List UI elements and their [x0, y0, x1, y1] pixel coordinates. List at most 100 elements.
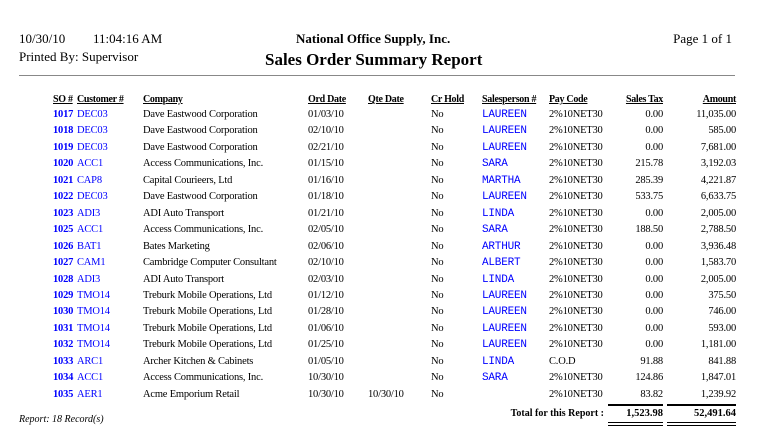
cell-cr-hold: No: [431, 191, 444, 203]
cell-salesperson[interactable]: SARA: [482, 158, 508, 171]
cell-amount: 1,181.00: [700, 339, 736, 351]
cell-salesperson[interactable]: LINDA: [482, 207, 515, 220]
cell-ord-date: 02/06/10: [308, 240, 344, 252]
cell-customer-id[interactable]: CAP8: [77, 174, 102, 186]
cell-salesperson[interactable]: ARTHUR: [482, 240, 521, 253]
cell-company: Dave Eastwood Corporation: [143, 191, 258, 203]
cell-customer-id[interactable]: ACC1: [77, 158, 104, 170]
cell-sales-tax: 215.78: [635, 158, 663, 170]
cell-ord-date: 01/03/10: [308, 109, 344, 120]
cell-salesperson[interactable]: LINDA: [482, 355, 515, 368]
cell-customer-id[interactable]: TMO14: [77, 289, 110, 301]
cell-salesperson[interactable]: LAUREEN: [482, 141, 527, 154]
cell-salesperson[interactable]: LAUREEN: [482, 191, 527, 204]
cell-company: Acme Emporium Retail: [143, 388, 240, 400]
cell-company: Treburk Mobile Operations, Ltd: [143, 322, 272, 334]
printed-by: Printed By: Supervisor: [19, 49, 139, 64]
cell-customer-id[interactable]: DEC03: [77, 125, 108, 137]
cell-so-number[interactable]: 1029: [53, 289, 74, 301]
col-salesperson: Salesperson #: [482, 94, 537, 105]
cell-so-number[interactable]: 1026: [53, 240, 74, 252]
cell-ord-date: 01/25/10: [308, 339, 344, 351]
cell-company: Treburk Mobile Operations, Ltd: [143, 289, 272, 301]
cell-amount: 2,005.00: [700, 207, 736, 219]
cell-so-number[interactable]: 1033: [53, 355, 74, 367]
cell-sales-tax: 0.00: [645, 339, 663, 351]
cell-company: Archer Kitchen & Cabinets: [143, 355, 254, 367]
cell-sales-tax: 0.00: [645, 257, 663, 269]
cell-pay-code: 2%10NET30: [549, 273, 603, 285]
cell-amount: 746.00: [708, 306, 736, 318]
cell-salesperson[interactable]: LAUREEN: [482, 322, 527, 335]
cell-customer-id[interactable]: AER1: [77, 388, 103, 400]
cell-amount: 841.88: [708, 355, 736, 367]
cell-sales-tax: 83.82: [640, 388, 663, 400]
col-cr-hold: Cr Hold: [431, 94, 464, 105]
cell-customer-id[interactable]: ACC1: [77, 372, 104, 384]
cell-company: Access Communications, Inc.: [143, 224, 263, 236]
cell-customer-id[interactable]: DEC03: [77, 109, 108, 120]
cell-so-number[interactable]: 1017: [53, 109, 74, 120]
cell-so-number[interactable]: 1023: [53, 207, 74, 219]
cell-salesperson[interactable]: LAUREEN: [482, 109, 527, 121]
cell-pay-code: 2%10NET30: [549, 207, 603, 219]
cell-customer-id[interactable]: TMO14: [77, 322, 110, 334]
cell-customer-id[interactable]: ADI3: [77, 207, 101, 219]
cell-salesperson[interactable]: LAUREEN: [482, 339, 527, 352]
cell-sales-tax: 0.00: [645, 273, 663, 285]
table-row: 1026 BAT1 Bates Marketing 02/06/10 No ARTHUR 2…: [0, 241, 763, 257]
cell-so-number[interactable]: 1031: [53, 322, 74, 334]
cell-salesperson[interactable]: LAUREEN: [482, 306, 527, 319]
cell-customer-id[interactable]: TMO14: [77, 306, 110, 318]
cell-salesperson[interactable]: LAUREEN: [482, 125, 527, 138]
cell-so-number[interactable]: 1021: [53, 174, 74, 186]
cell-so-number[interactable]: 1022: [53, 191, 74, 203]
cell-company: Treburk Mobile Operations, Ltd: [143, 306, 272, 318]
cell-sales-tax: 91.88: [640, 355, 663, 367]
cell-ord-date: 02/03/10: [308, 273, 344, 285]
table-row: 1020 ACC1 Access Communications, Inc. 01/15…: [0, 158, 763, 174]
cell-salesperson[interactable]: LAUREEN: [482, 289, 527, 302]
cell-customer-id[interactable]: TMO14: [77, 339, 110, 351]
cell-pay-code: 2%10NET30: [549, 191, 603, 203]
cell-customer-id[interactable]: ACC1: [77, 224, 104, 236]
cell-so-number[interactable]: 1035: [53, 388, 74, 400]
cell-company: Access Communications, Inc.: [143, 158, 263, 170]
cell-company: Dave Eastwood Corporation: [143, 125, 258, 137]
cell-amount: 2,788.50: [700, 224, 736, 236]
cell-so-number[interactable]: 1018: [53, 125, 74, 137]
table-row: 1032 TMO14 Treburk Mobile Operations, Ltd 0…: [0, 339, 763, 355]
cell-so-number[interactable]: 1025: [53, 224, 74, 236]
cell-salesperson[interactable]: SARA: [482, 372, 508, 385]
cell-amount: 7,681.00: [700, 141, 736, 153]
cell-so-number[interactable]: 1032: [53, 339, 74, 351]
cell-customer-id[interactable]: BAT1: [77, 240, 102, 252]
cell-so-number[interactable]: 1030: [53, 306, 74, 318]
cell-cr-hold: No: [431, 240, 444, 252]
cell-salesperson[interactable]: SARA: [482, 224, 508, 237]
cell-customer-id[interactable]: ADI3: [77, 273, 101, 285]
cell-customer-id[interactable]: ARC1: [77, 355, 104, 367]
cell-salesperson[interactable]: MARTHA: [482, 174, 521, 187]
cell-company: Treburk Mobile Operations, Ltd: [143, 339, 272, 351]
cell-cr-hold: No: [431, 339, 444, 351]
cell-salesperson[interactable]: LINDA: [482, 273, 515, 286]
cell-customer-id[interactable]: CAM1: [77, 257, 106, 269]
col-ord-date: Ord Date: [308, 94, 346, 105]
cell-sales-tax: 0.00: [645, 207, 663, 219]
cell-customer-id[interactable]: DEC03: [77, 191, 108, 203]
cell-so-number[interactable]: 1034: [53, 372, 74, 384]
cell-so-number[interactable]: 1020: [53, 158, 74, 170]
table-row: 1017 DEC03 Dave Eastwood Corporation 01/03/…: [0, 109, 763, 125]
cell-salesperson[interactable]: ALBERT: [482, 257, 521, 270]
cell-ord-date: 01/16/10: [308, 174, 344, 186]
cell-cr-hold: No: [431, 257, 444, 269]
cell-sales-tax: 188.50: [635, 224, 663, 236]
cell-so-number[interactable]: 1027: [53, 257, 74, 269]
cell-customer-id[interactable]: DEC03: [77, 141, 108, 153]
amount-double-rule: [667, 422, 736, 426]
cell-so-number[interactable]: 1019: [53, 141, 74, 153]
cell-company: Cambridge Computer Consultant: [143, 257, 277, 269]
cell-ord-date: 01/18/10: [308, 191, 344, 203]
cell-so-number[interactable]: 1028: [53, 273, 74, 285]
